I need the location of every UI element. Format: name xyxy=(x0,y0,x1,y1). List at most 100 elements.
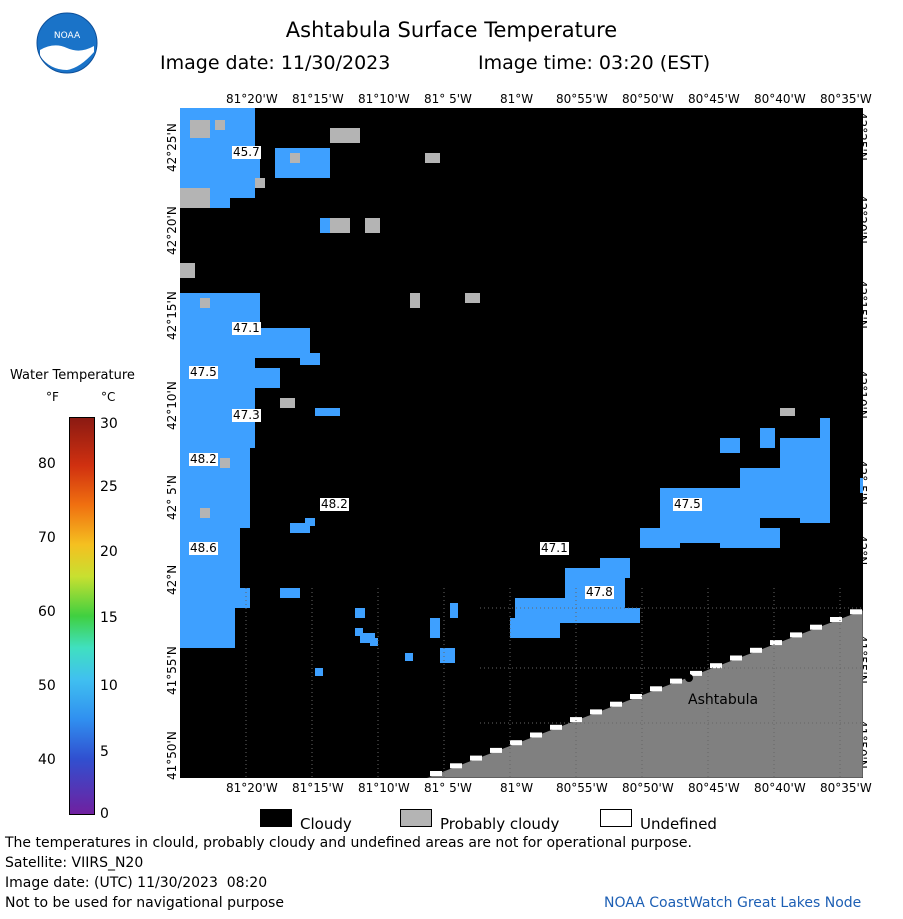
undefined-cell xyxy=(690,670,702,676)
scale-c-tick: 15 xyxy=(100,610,118,626)
bottom-lon-tick: 80°50'W xyxy=(622,781,674,795)
undefined-cell xyxy=(630,694,642,699)
undefined-cell xyxy=(510,740,522,746)
water-cell xyxy=(355,628,363,636)
scale-f-tick: 40 xyxy=(38,752,56,768)
water-cell xyxy=(355,608,365,618)
water-cell xyxy=(330,408,340,416)
water-cell xyxy=(315,408,335,416)
credit-text: NOAA CoastWatch Great Lakes Node xyxy=(604,895,862,911)
undefined-cell xyxy=(770,640,782,646)
undefined-cell xyxy=(450,763,462,769)
probably-cloudy-cell xyxy=(780,408,795,416)
probably-cloudy-cells xyxy=(180,120,795,518)
water-cell xyxy=(720,438,740,453)
undefined-cell xyxy=(650,686,662,692)
legend-undefined-label: Undefined xyxy=(640,815,717,833)
noaa-logo-icon: NOAA xyxy=(36,12,98,74)
city-marker xyxy=(685,674,693,682)
image-date: Image date: 11/30/2023 xyxy=(160,52,391,74)
water-cell xyxy=(600,558,630,578)
temperature-label: 47.8 xyxy=(585,585,614,599)
probably-cloudy-cell xyxy=(220,458,230,468)
bottom-lon-tick: 81°W xyxy=(500,781,534,795)
probably-cloudy-cell xyxy=(290,153,300,163)
scale-c-tick: 30 xyxy=(100,416,118,432)
undefined-cell xyxy=(710,663,722,669)
water-cell xyxy=(760,428,775,448)
bottom-lon-tick: 81°15'W xyxy=(292,781,344,795)
water-cell xyxy=(220,588,250,608)
bottom-lon-tick: 80°35'W xyxy=(820,781,872,795)
undefined-cell xyxy=(850,609,862,615)
probably-cloudy-cell xyxy=(215,120,225,130)
scale-f-tick: 60 xyxy=(38,604,56,620)
left-lat-tick: 42°10'N xyxy=(165,381,179,430)
temperature-label: 48.2 xyxy=(189,452,218,466)
temperature-label: 47.5 xyxy=(189,365,218,379)
water-cell xyxy=(240,508,250,523)
water-cell xyxy=(820,418,830,448)
water-cell xyxy=(810,448,825,468)
temperature-colorbar xyxy=(69,417,95,815)
temperature-label: 47.5 xyxy=(673,497,702,511)
water-temperature-cells xyxy=(180,108,863,676)
water-cell xyxy=(290,523,310,533)
temperature-label: 45.7 xyxy=(232,145,261,159)
undefined-cell xyxy=(670,678,682,684)
temperature-map xyxy=(180,108,863,778)
top-lon-tick: 81°10'W xyxy=(358,92,410,106)
probably-cloudy-cell xyxy=(180,188,210,208)
undefined-cell xyxy=(830,617,842,622)
left-lat-tick: 42°25'N xyxy=(165,123,179,172)
scale-c-tick: 5 xyxy=(100,744,109,760)
legend-cloudy-swatch xyxy=(260,809,292,827)
top-lon-tick: 80°55'W xyxy=(556,92,608,106)
probably-cloudy-cell xyxy=(330,128,360,143)
scale-f-tick: 50 xyxy=(38,678,56,694)
probably-cloudy-cell xyxy=(200,508,210,518)
note-satellite: Satellite: VIIRS_N20 xyxy=(5,855,144,871)
probably-cloudy-cell xyxy=(425,153,440,163)
water-cell xyxy=(370,638,378,646)
water-cell xyxy=(440,648,455,663)
undefined-cell xyxy=(490,747,502,753)
water-cell xyxy=(180,518,240,598)
water-cell xyxy=(200,613,230,638)
legend-probably-cloudy-label: Probably cloudy xyxy=(440,815,560,833)
undefined-cell xyxy=(530,732,542,738)
top-lon-tick: 81° 5'W xyxy=(424,92,472,106)
legend-cloudy-label: Cloudy xyxy=(300,815,352,833)
probably-cloudy-cell xyxy=(280,398,295,408)
water-cell xyxy=(280,588,300,598)
image-time: Image time: 03:20 (EST) xyxy=(478,52,711,74)
note-operational: The temperatures in clould, probably clo… xyxy=(5,835,692,851)
undefined-cell xyxy=(750,647,762,653)
scale-f-tick: 70 xyxy=(38,530,56,546)
bottom-lon-tick: 80°55'W xyxy=(556,781,608,795)
bottom-lon-tick: 81°10'W xyxy=(358,781,410,795)
water-cell xyxy=(300,353,320,365)
page-title: Ashtabula Surface Temperature xyxy=(285,18,618,42)
probably-cloudy-cell xyxy=(330,218,350,233)
city-label: Ashtabula xyxy=(688,692,759,708)
water-cell xyxy=(305,518,315,526)
legend-undefined-swatch xyxy=(600,809,632,827)
bottom-lon-tick: 80°40'W xyxy=(754,781,806,795)
top-lon-tick: 80°50'W xyxy=(622,92,674,106)
left-lat-tick: 42° 5'N xyxy=(165,475,179,520)
undefined-cell xyxy=(470,755,482,761)
water-cell xyxy=(620,608,640,623)
water-cell xyxy=(315,668,323,676)
temperature-label: 48.2 xyxy=(320,497,349,511)
scale-unit-f: °F xyxy=(46,390,59,404)
scale-unit-c: °C xyxy=(101,390,116,404)
bottom-lon-tick: 81° 5'W xyxy=(424,781,472,795)
top-lon-tick: 81°W xyxy=(500,92,534,106)
probably-cloudy-cell xyxy=(190,120,210,138)
water-cell xyxy=(450,603,458,618)
water-cell xyxy=(405,653,413,661)
probably-cloudy-cell xyxy=(465,293,480,303)
bottom-lon-tick: 81°20'W xyxy=(226,781,278,795)
top-lon-tick: 80°45'W xyxy=(688,92,740,106)
